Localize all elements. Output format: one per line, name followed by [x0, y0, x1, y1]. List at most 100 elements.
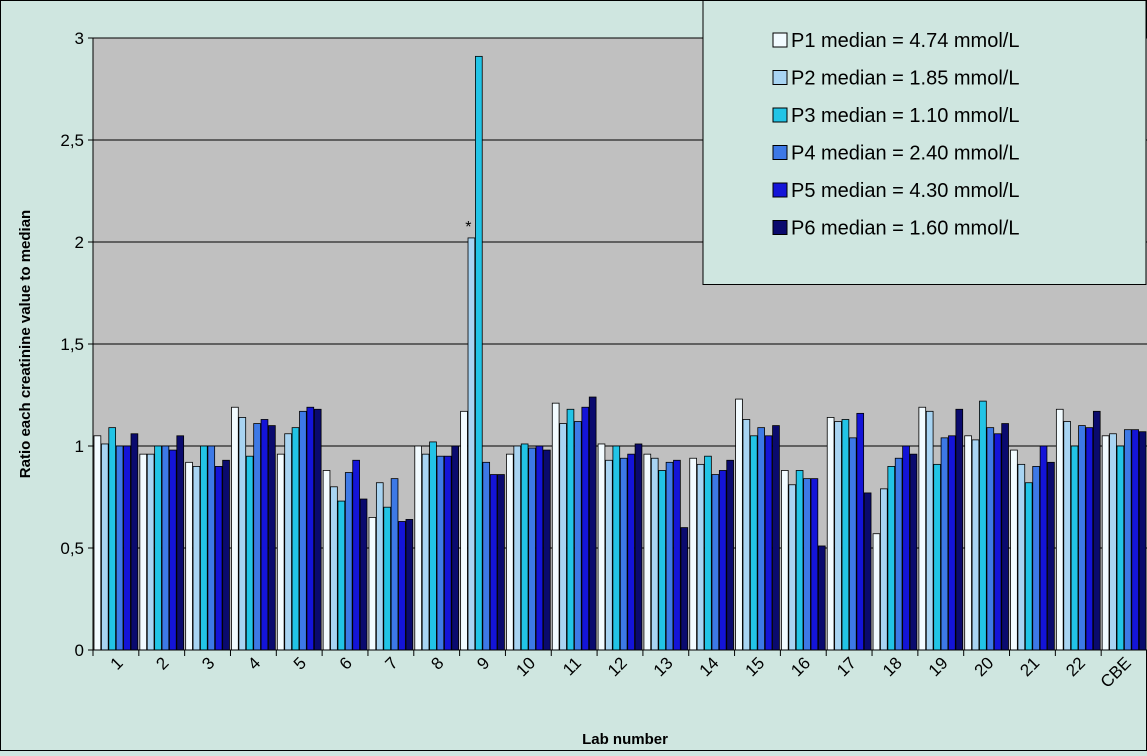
legend-swatch [772, 145, 788, 160]
bar [139, 453, 148, 651]
bar [414, 445, 422, 651]
bar [971, 439, 980, 651]
bar [826, 417, 835, 651]
bar [696, 463, 705, 651]
bar [650, 457, 659, 651]
y-tick-label: 2,5 [60, 131, 84, 150]
bar [260, 419, 269, 651]
bar [955, 408, 964, 651]
legend-label: P2 median = 1.85 mmol/L [791, 68, 1019, 90]
bar [880, 488, 888, 651]
bar [231, 406, 239, 651]
y-tick-label: 3 [75, 29, 84, 48]
bar [375, 482, 384, 651]
bar [359, 498, 368, 651]
bar [443, 455, 452, 651]
legend-swatch [772, 220, 788, 235]
bar [405, 519, 414, 651]
bar [390, 478, 399, 651]
bar [268, 425, 276, 651]
bar [979, 400, 987, 651]
bar [948, 435, 956, 651]
bar [634, 443, 643, 651]
legend-swatch [772, 70, 788, 85]
bar [192, 465, 201, 651]
bar [735, 398, 743, 651]
bar [1063, 421, 1071, 651]
bar [154, 445, 162, 651]
bar [757, 427, 765, 651]
bar [574, 421, 582, 651]
legend-swatch [772, 182, 788, 198]
bar [902, 445, 910, 651]
bar [643, 453, 652, 651]
annotation-asterisk: * [465, 219, 471, 236]
bar [306, 406, 315, 651]
bar [772, 425, 780, 651]
bar [781, 470, 789, 651]
x-axis-title: Lab number [582, 731, 668, 748]
bar [872, 533, 881, 651]
bar [551, 402, 560, 651]
bar [313, 408, 322, 651]
bar [749, 435, 758, 651]
y-tick-label: 2 [75, 233, 84, 252]
bar [383, 506, 391, 651]
legend: P1 median = 4.74 mmol/L P2 median = 1.85 … [702, 0, 1147, 285]
bar [619, 457, 628, 651]
bar [933, 463, 941, 651]
bar [1055, 408, 1064, 651]
bar [535, 445, 544, 651]
bar [322, 470, 331, 651]
bar [704, 455, 712, 651]
bar [1070, 445, 1079, 651]
legend-label: P3 median = 1.10 mmol/L [791, 105, 1019, 127]
bar [506, 453, 514, 651]
y-tick-label: 0,5 [60, 539, 84, 558]
legend-swatch [772, 32, 788, 48]
bar [788, 484, 797, 651]
bar [1101, 435, 1110, 651]
bar [588, 396, 597, 651]
bar [238, 417, 247, 651]
y-tick-label: 1 [75, 437, 84, 456]
bar [185, 461, 193, 651]
bar [101, 443, 109, 651]
bar [429, 441, 437, 651]
bar [93, 435, 102, 651]
bar [894, 457, 903, 651]
bar [161, 445, 170, 651]
y-tick-label: 1,5 [60, 335, 84, 354]
legend-label: P1 median = 4.74 mmol/L [791, 30, 1019, 52]
bar [673, 459, 681, 651]
bar [253, 423, 261, 651]
bar [1024, 482, 1033, 651]
bar [605, 459, 613, 651]
bar [1001, 423, 1009, 651]
bar [344, 472, 353, 651]
bar [964, 435, 972, 651]
bar [520, 443, 529, 651]
bar [475, 55, 483, 651]
bar [108, 427, 117, 651]
bar [925, 410, 934, 651]
bar [1039, 445, 1048, 651]
bar [795, 470, 804, 651]
bar [726, 459, 734, 651]
bar [421, 453, 430, 651]
bar [863, 492, 872, 651]
bar [1047, 461, 1055, 651]
bar [986, 427, 995, 651]
bar [207, 445, 216, 651]
bar [1131, 429, 1139, 651]
bar [398, 521, 406, 651]
bar [436, 455, 445, 651]
bar [1085, 427, 1094, 651]
bar [1092, 410, 1101, 651]
bar [115, 445, 124, 651]
bar [834, 421, 842, 651]
bar [1078, 425, 1086, 651]
bar [940, 437, 949, 651]
